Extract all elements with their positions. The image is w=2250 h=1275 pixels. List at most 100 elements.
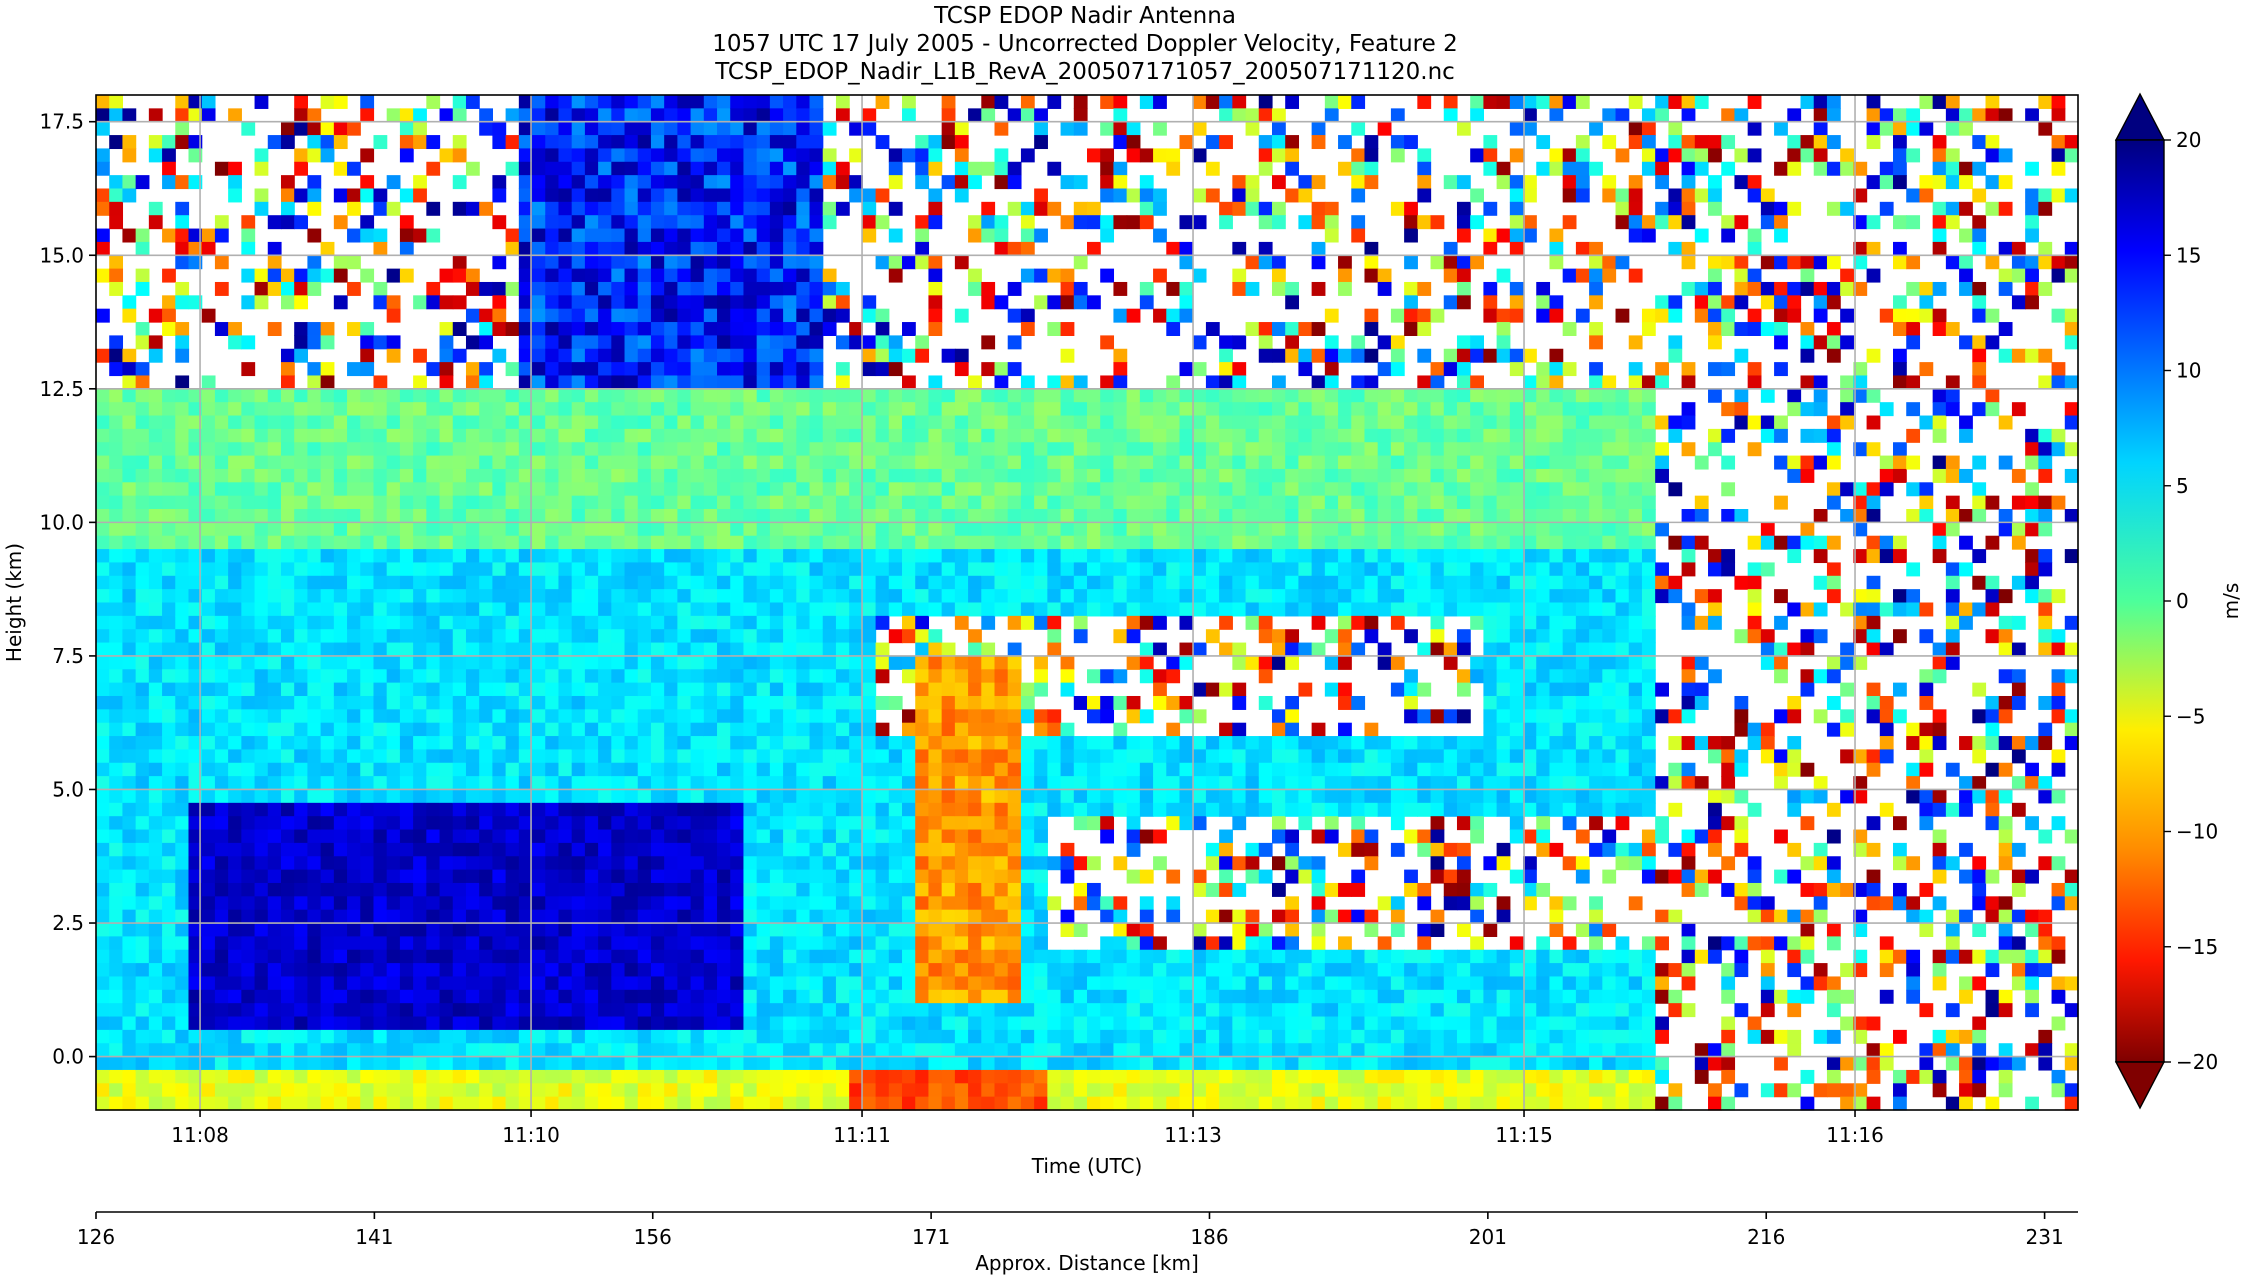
data-cell — [280, 1056, 295, 1071]
data-cell — [822, 121, 837, 136]
data-cell — [637, 161, 652, 176]
data-cell — [175, 1096, 190, 1111]
data-cell — [558, 749, 573, 764]
data-cell — [571, 468, 586, 483]
data-cell — [862, 295, 877, 310]
data-cell — [320, 388, 335, 403]
data-cell — [677, 963, 692, 978]
data-cell — [598, 816, 612, 831]
data-cell — [373, 1069, 388, 1084]
data-cell — [650, 1003, 665, 1018]
data-cell — [1073, 856, 1088, 871]
data-cell — [954, 669, 969, 684]
data-cell — [492, 695, 507, 710]
data-cell — [730, 856, 745, 871]
data-cell — [571, 682, 586, 697]
data-cell — [1007, 695, 1022, 710]
data-cell — [175, 241, 190, 256]
data-cell — [875, 509, 890, 523]
data-cell — [518, 1003, 533, 1018]
data-cell — [505, 642, 520, 657]
data-cell — [479, 575, 493, 590]
data-cell — [637, 428, 652, 443]
data-cell — [1047, 976, 1062, 991]
data-cell — [584, 428, 599, 443]
data-cell — [1020, 695, 1035, 710]
data-cell — [96, 509, 110, 523]
data-cell — [162, 602, 176, 617]
data-cell — [730, 215, 745, 230]
data-cell — [928, 468, 943, 483]
data-cell — [1034, 415, 1048, 430]
data-cell — [465, 468, 480, 483]
data-cell — [267, 1096, 282, 1111]
data-cell — [347, 602, 361, 617]
data-cell — [809, 602, 824, 617]
data-cell — [624, 789, 639, 804]
data-cell — [201, 989, 216, 1004]
data-cell — [743, 989, 758, 1004]
data-cell — [135, 789, 150, 804]
data-cell — [954, 468, 969, 483]
data-cell — [399, 388, 414, 403]
data-cell — [532, 655, 546, 670]
data-cell — [743, 241, 758, 256]
data-cell — [545, 629, 560, 644]
data-cell — [439, 428, 454, 443]
data-cell — [624, 589, 639, 604]
data-cell — [717, 896, 731, 911]
data-cell — [862, 468, 877, 483]
data-cell — [96, 856, 110, 871]
data-cell — [96, 615, 110, 630]
data-cell — [214, 923, 229, 937]
data-cell — [650, 989, 665, 1004]
data-cell — [122, 936, 137, 951]
data-cell — [426, 1016, 441, 1031]
data-cell — [835, 1043, 850, 1058]
data-cell — [347, 1083, 361, 1098]
data-cell — [280, 549, 295, 564]
data-cell — [320, 642, 335, 657]
data-cell — [584, 615, 599, 630]
data-cell — [1020, 909, 1035, 924]
data-cell — [664, 669, 678, 684]
data-cell — [928, 882, 943, 897]
data-cell — [307, 175, 322, 190]
data-cell — [162, 802, 176, 817]
data-cell — [968, 882, 982, 897]
data-cell — [650, 549, 665, 564]
data-cell — [109, 695, 124, 710]
data-cell — [479, 1016, 493, 1031]
data-cell — [1007, 362, 1022, 377]
data-cell — [505, 856, 520, 871]
data-cell — [307, 375, 322, 390]
data-cell — [928, 669, 943, 684]
data-cell — [915, 388, 930, 403]
data-cell — [518, 362, 533, 377]
data-cell — [849, 829, 863, 844]
data-cell — [122, 816, 137, 831]
data-cell — [664, 95, 678, 109]
data-cell — [214, 1029, 229, 1044]
data-cell — [835, 442, 850, 457]
data-cell — [201, 308, 216, 323]
data-cell — [228, 509, 242, 523]
data-cell — [214, 255, 229, 270]
data-cell — [96, 936, 110, 951]
data-cell — [1020, 749, 1035, 764]
data-cell — [532, 335, 546, 350]
data-cell — [307, 882, 322, 897]
data-cell — [743, 1096, 758, 1111]
data-cell — [241, 669, 256, 684]
data-cell — [730, 335, 745, 350]
data-cell — [439, 1056, 454, 1071]
data-cell — [228, 989, 242, 1004]
data-cell — [413, 655, 427, 670]
data-cell — [96, 589, 110, 604]
data-cell — [360, 1043, 375, 1058]
data-cell — [637, 522, 652, 537]
data-cell — [954, 869, 969, 884]
data-cell — [188, 949, 203, 964]
data-cell — [664, 1003, 678, 1018]
data-cell — [254, 495, 269, 510]
